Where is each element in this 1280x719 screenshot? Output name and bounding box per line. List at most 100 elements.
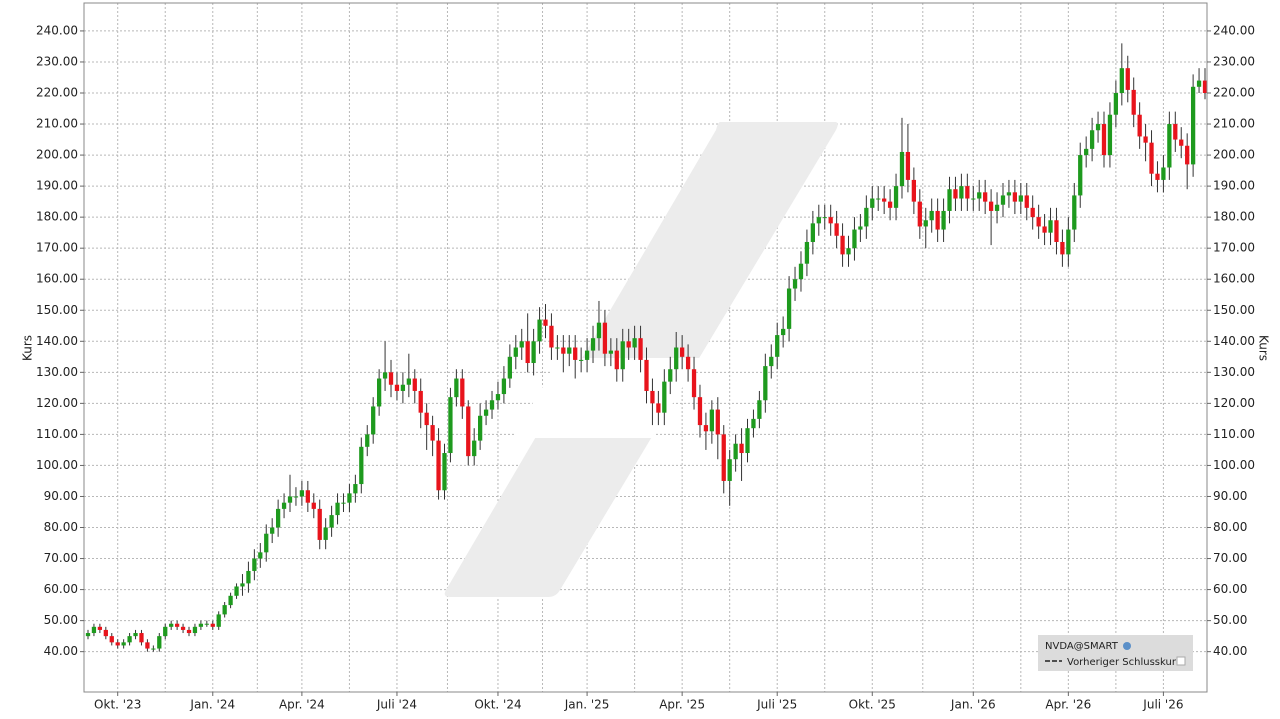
candle-body — [953, 189, 958, 199]
y-tick-label-right: 80.00 — [1213, 520, 1247, 534]
candle-body — [169, 623, 174, 627]
candle-body — [763, 366, 768, 401]
candle-body — [317, 508, 322, 540]
candle-body — [739, 443, 744, 454]
y-tick-label-right: 180.00 — [1213, 210, 1255, 224]
candle-body — [359, 446, 364, 485]
candle-body — [709, 409, 714, 432]
candle-body — [1155, 173, 1160, 180]
candle-body — [899, 151, 905, 187]
x-tick-label: Jan. '24 — [189, 698, 235, 712]
legend-icon — [1123, 642, 1131, 650]
candle-body — [222, 605, 227, 615]
candle-body — [97, 626, 103, 630]
candle-body — [531, 341, 536, 364]
y-tick-label: 110.00 — [36, 427, 78, 441]
candle-body — [305, 490, 310, 503]
candle-body — [798, 263, 804, 280]
candle-body — [382, 372, 388, 379]
candle-body — [828, 217, 833, 224]
candle-body — [846, 248, 851, 255]
candle-body — [870, 198, 875, 208]
candle-body — [620, 341, 625, 370]
candle-body — [198, 623, 204, 627]
candle-body — [127, 636, 132, 643]
legend-checkbox[interactable] — [1176, 656, 1186, 666]
candle-body — [977, 192, 982, 199]
candle-body — [757, 400, 762, 419]
candle-body — [614, 350, 619, 370]
candle-body — [1048, 220, 1053, 233]
candle-body — [448, 397, 453, 454]
candle-body — [602, 322, 608, 354]
candle-body — [329, 515, 334, 528]
candle-body — [174, 623, 180, 627]
y-tick-label-right: 140.00 — [1213, 334, 1255, 348]
x-tick-label: Jan. '25 — [564, 698, 610, 712]
candle-body — [567, 347, 572, 354]
candle-body — [1161, 167, 1166, 180]
candle-body — [234, 586, 239, 596]
candle-body — [994, 204, 1000, 211]
candle-body — [228, 595, 233, 606]
candle-body — [204, 623, 209, 625]
y-tick-label: 40.00 — [44, 644, 78, 658]
y-tick-label: 160.00 — [36, 272, 78, 286]
candle-body — [192, 626, 198, 634]
candle-body — [733, 443, 738, 460]
candle-body — [1060, 241, 1065, 255]
candle-body — [91, 626, 97, 634]
candle-body — [186, 629, 192, 634]
candle-body — [525, 341, 530, 364]
candle-body — [418, 390, 423, 413]
candle-body — [163, 626, 168, 637]
candle-body — [893, 186, 899, 208]
candle-body — [965, 186, 970, 199]
candle-body — [876, 198, 881, 200]
y-tick-label: 240.00 — [36, 23, 78, 37]
candle-body — [786, 288, 792, 329]
candle-body — [929, 210, 934, 221]
candle-body — [864, 207, 869, 227]
candle-body — [246, 570, 251, 584]
candle-body — [412, 378, 417, 391]
candle-body — [341, 502, 346, 504]
candle-body — [816, 217, 821, 224]
candle-body — [1054, 220, 1059, 242]
y-tick-label-right: 150.00 — [1213, 303, 1255, 317]
x-tick-label: Okt. '23 — [94, 698, 141, 712]
y-tick-label: 80.00 — [44, 520, 78, 534]
candle-body — [1024, 195, 1029, 208]
candle-body — [882, 198, 887, 202]
candle-body — [923, 220, 928, 227]
candle-body — [311, 502, 316, 509]
candle-body — [121, 642, 126, 646]
y-tick-label: 230.00 — [36, 54, 78, 68]
plot-frame — [83, 2, 1208, 693]
y-tick-label-right: 160.00 — [1213, 272, 1255, 286]
candle-body — [668, 369, 673, 382]
candle-body — [810, 223, 816, 242]
candle-body — [887, 201, 893, 208]
candle-body — [115, 642, 120, 646]
candle-body — [781, 328, 786, 336]
candle-body — [715, 409, 720, 435]
candle-body — [335, 502, 340, 516]
candle-body — [1030, 207, 1035, 218]
candle-body — [180, 626, 186, 630]
candle-body — [323, 527, 328, 540]
candle-body — [430, 425, 435, 441]
y-tick-label: 120.00 — [36, 396, 78, 410]
candle-body — [674, 347, 679, 370]
y-tick-label: 200.00 — [36, 148, 78, 162]
candle-body — [287, 496, 293, 503]
candle-body — [549, 325, 554, 348]
candle-body — [133, 633, 138, 637]
candle-body — [400, 384, 406, 391]
candle-body — [1179, 139, 1184, 146]
y-tick-label: 140.00 — [36, 334, 78, 348]
candle-body — [436, 440, 441, 491]
candle-body — [983, 192, 988, 202]
candle-body — [579, 359, 584, 361]
candle-body — [483, 409, 489, 416]
